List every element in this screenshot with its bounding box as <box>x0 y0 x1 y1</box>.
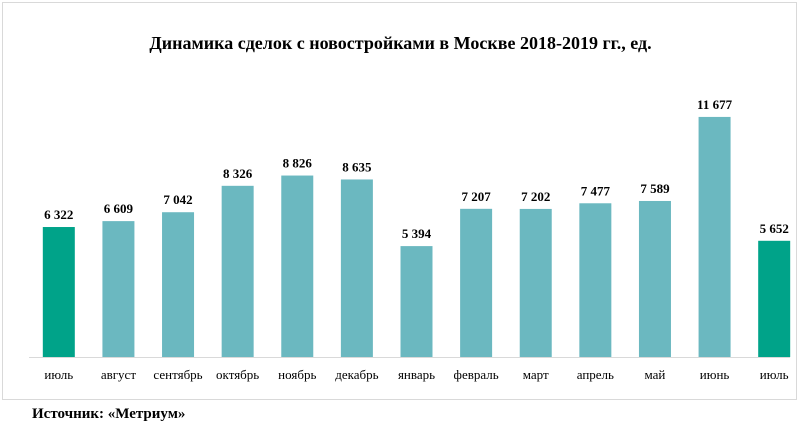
bar-5 <box>340 179 373 357</box>
bar-2 <box>162 212 195 357</box>
data-label-9: 7 477 <box>581 183 611 198</box>
category-label-5: декабрь <box>335 367 378 382</box>
category-label-0: июль <box>44 367 73 382</box>
data-label-5: 8 635 <box>342 159 372 174</box>
data-label-1: 6 609 <box>104 201 134 216</box>
category-label-8: март <box>523 367 549 382</box>
data-label-3: 8 326 <box>223 166 253 181</box>
data-label-4: 8 826 <box>283 156 313 171</box>
bar-7 <box>460 208 493 357</box>
category-label-11: июнь <box>700 367 730 382</box>
chart-title: Динамика сделок с новостройками в Москве… <box>149 33 652 53</box>
category-label-12: июль <box>760 367 789 382</box>
bar-12 <box>758 240 791 357</box>
data-label-2: 7 042 <box>163 192 192 207</box>
data-label-7: 7 207 <box>461 189 491 204</box>
bar-3 <box>221 185 254 357</box>
source-note: Источник: «Метриум» <box>32 406 186 422</box>
category-label-4: ноябрь <box>278 367 316 382</box>
category-label-2: сентябрь <box>153 367 202 382</box>
data-label-0: 6 322 <box>44 207 73 222</box>
data-label-11: 11 677 <box>697 97 733 112</box>
category-label-6: январь <box>398 367 435 382</box>
bar-10 <box>638 200 671 357</box>
bar-8 <box>519 208 552 357</box>
bar-0 <box>42 227 75 357</box>
data-label-10: 7 589 <box>640 181 670 196</box>
bar-6 <box>400 246 433 357</box>
bar-4 <box>281 175 314 357</box>
bar-9 <box>579 203 612 357</box>
category-label-7: февраль <box>454 367 499 382</box>
data-label-6: 5 394 <box>402 226 432 241</box>
category-label-3: октябрь <box>216 367 259 382</box>
bar-1 <box>102 221 135 357</box>
data-label-8: 7 202 <box>521 189 550 204</box>
bar-chart: 6 322 июль 6 609 август 7 042 сентябрь 8 326 ок… <box>29 97 791 382</box>
category-label-10: май <box>645 367 666 382</box>
category-label-1: август <box>101 367 137 382</box>
data-label-12: 5 652 <box>760 221 789 236</box>
category-label-9: апрель <box>577 367 614 382</box>
bar-11 <box>698 116 731 357</box>
